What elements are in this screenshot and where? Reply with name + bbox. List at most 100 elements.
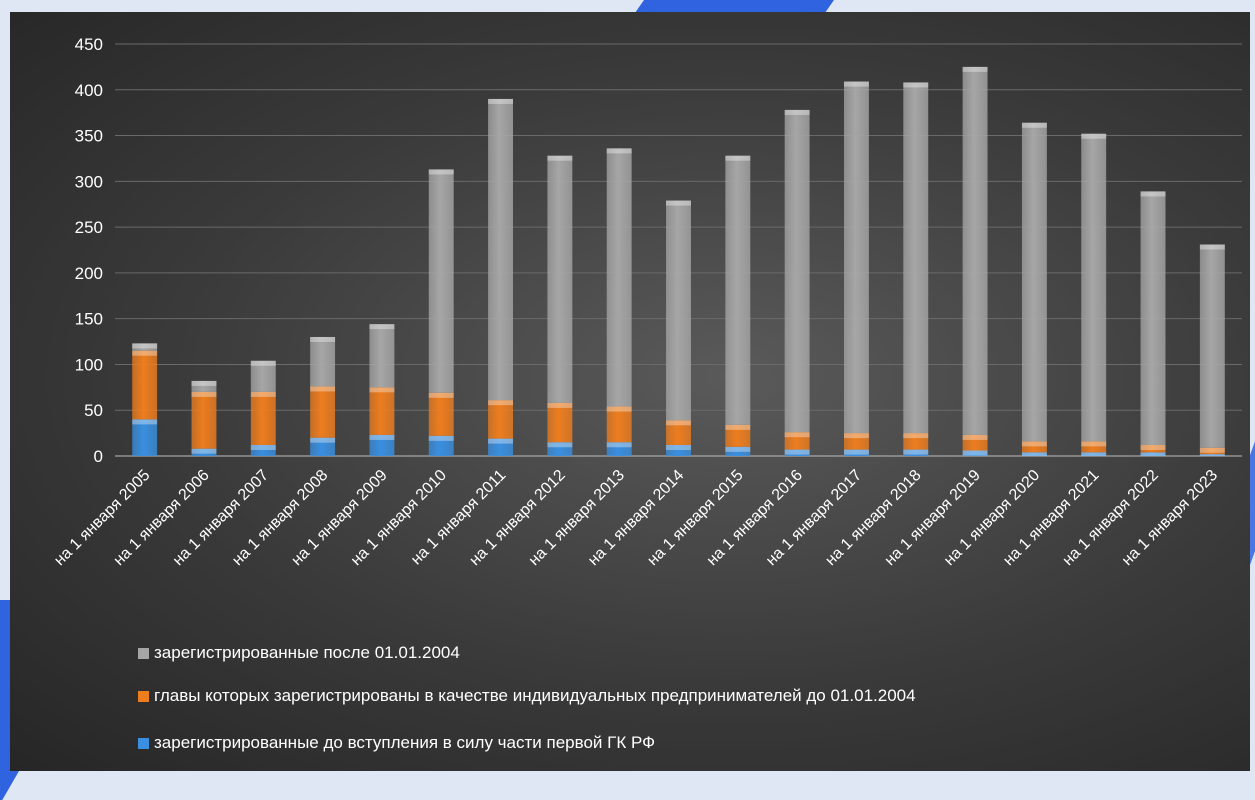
bar-after-2004 <box>369 324 395 388</box>
bar-after-2004 <box>606 148 632 407</box>
bar-highlight <box>547 402 573 408</box>
bar-entrepreneurs <box>666 420 691 446</box>
bar-highlight <box>547 155 573 161</box>
bar-highlight <box>725 424 751 430</box>
bar-highlight <box>1081 441 1107 447</box>
bar-entrepreneurs <box>488 400 514 439</box>
y-tick-label: 0 <box>94 447 103 466</box>
bar-highlight <box>725 446 751 452</box>
bar-entrepreneurs <box>725 424 751 447</box>
bar-highlight <box>962 450 988 456</box>
bar-after-2004 <box>1140 191 1166 446</box>
legend-swatch-entrepreneurs <box>138 690 149 702</box>
bar-highlight <box>843 449 869 455</box>
y-tick-label: 150 <box>75 310 103 329</box>
legend-label-entrepreneurs: главы которых зарегистрированы в качеств… <box>154 686 916 705</box>
bar-after-2004 <box>250 360 276 392</box>
bar-entrepreneurs <box>1140 445 1166 453</box>
bar-before-gk <box>1140 452 1166 456</box>
bar-highlight <box>784 109 810 115</box>
bar-after-2004 <box>191 380 217 392</box>
bar-highlight <box>1199 447 1225 453</box>
bar-before-gk <box>784 449 810 456</box>
bar-highlight <box>191 380 217 386</box>
bar-after-2004 <box>784 109 810 433</box>
bar-highlight <box>606 442 632 448</box>
bar-highlight <box>369 324 395 330</box>
bar-entrepreneurs <box>1081 441 1107 453</box>
bar-entrepreneurs <box>1021 441 1047 453</box>
bar-highlight <box>250 391 276 397</box>
y-tick-label: 50 <box>84 401 103 420</box>
bar-highlight <box>310 336 336 342</box>
bar-highlight <box>488 438 514 444</box>
bar-entrepreneurs <box>784 432 810 450</box>
bar-highlight <box>606 406 632 412</box>
bar-after-2004 <box>843 81 869 434</box>
bar-before-gk <box>369 434 395 456</box>
bar-before-gk <box>843 449 869 456</box>
bar-highlight <box>547 442 573 448</box>
bar-highlight <box>488 400 514 406</box>
bar-highlight <box>132 350 158 356</box>
bar-highlight <box>903 433 929 439</box>
bar-highlight <box>666 200 691 206</box>
bar-highlight <box>132 419 158 425</box>
bar-entrepreneurs <box>132 350 158 420</box>
legend-label-after-2004: зарегистрированные после 01.01.2004 <box>154 643 460 662</box>
bar-highlight <box>725 155 751 161</box>
bar-before-gk <box>488 438 514 456</box>
bar-after-2004 <box>547 155 573 403</box>
y-tick-label: 400 <box>75 81 103 100</box>
bar-highlight <box>1021 441 1047 447</box>
bar-before-gk <box>606 442 632 456</box>
bar-highlight <box>428 435 454 441</box>
bar-entrepreneurs <box>606 406 632 443</box>
bar-highlight <box>132 343 158 349</box>
bar-highlight <box>1140 452 1166 456</box>
bar-highlight <box>903 82 929 88</box>
bar-entrepreneurs <box>1199 447 1225 455</box>
bar-before-gk <box>1021 452 1047 456</box>
bar-highlight <box>428 169 454 175</box>
legend-label-before-gk: зарегистрированные до вступления в силу … <box>154 733 656 752</box>
bar-highlight <box>369 387 395 393</box>
chart-panel: 0 50 100 150 200 250 300 350 400 450 на 1 января 2… <box>10 12 1250 771</box>
bar-highlight <box>488 98 514 104</box>
bar-before-gk <box>191 448 217 456</box>
bar-highlight <box>843 433 869 439</box>
stacked-bar-chart: 0 50 100 150 200 250 300 350 400 450 на 1 января 2… <box>51 35 1242 569</box>
bar-before-gk <box>725 446 751 456</box>
bar-highlight <box>666 420 691 426</box>
bar-entrepreneurs <box>428 392 454 436</box>
legend-item-after-2004: зарегистрированные после 01.01.2004 <box>138 642 460 664</box>
bar-highlight <box>1140 191 1166 197</box>
bar-highlight <box>962 434 988 440</box>
bar-highlight <box>666 445 691 451</box>
bar-highlight <box>428 392 454 398</box>
bar-highlight <box>310 437 336 443</box>
y-tick-label: 300 <box>75 172 103 191</box>
bar-before-gk <box>428 435 454 456</box>
bar-highlight <box>962 66 988 72</box>
x-tick-label: на 1 января 2005 <box>51 467 153 569</box>
bar-highlight <box>369 434 395 440</box>
bar-before-gk <box>1199 454 1225 456</box>
bar-after-2004 <box>1081 133 1107 442</box>
bar-highlight <box>843 81 869 87</box>
bar-after-2004 <box>1021 122 1047 442</box>
bar-highlight <box>250 360 276 366</box>
bar-entrepreneurs <box>903 433 929 450</box>
bar-highlight <box>310 386 336 392</box>
bar-entrepreneurs <box>310 386 336 438</box>
y-tick-label: 450 <box>75 35 103 54</box>
bar-highlight <box>1021 452 1047 456</box>
bar-after-2004 <box>428 169 454 393</box>
bar-after-2004 <box>725 155 751 425</box>
bar-before-gk <box>666 445 691 456</box>
bar-before-gk <box>250 445 276 456</box>
bar-before-gk <box>962 450 988 456</box>
bar-highlight <box>1199 454 1225 456</box>
bar-highlight <box>1140 445 1166 451</box>
bar-highlight <box>784 449 810 455</box>
